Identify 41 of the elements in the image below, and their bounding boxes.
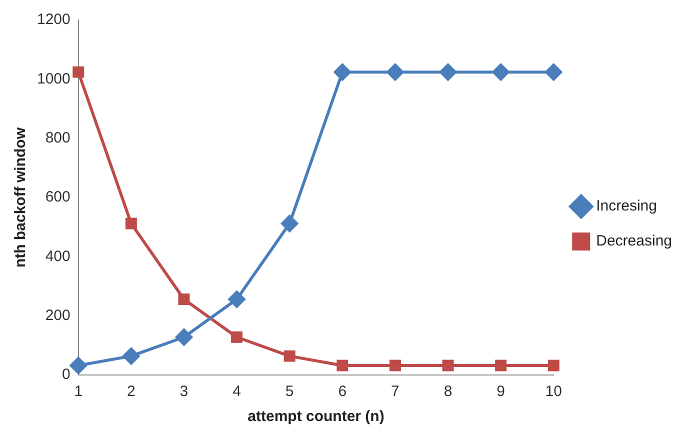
y-axis-title: nth backoff window	[12, 127, 30, 268]
x-tick-label: 4	[232, 383, 241, 400]
point	[495, 360, 507, 372]
point	[334, 64, 351, 81]
x-axis-title: attempt counter (n)	[248, 408, 384, 426]
point	[442, 360, 454, 372]
point	[228, 290, 246, 308]
point	[545, 64, 562, 81]
point	[72, 66, 84, 78]
y-tick-label: 1000	[36, 70, 70, 88]
point	[389, 360, 401, 372]
x-tick-label: 1	[74, 383, 83, 400]
x-tick-label: 6	[338, 383, 347, 400]
point	[125, 218, 137, 230]
point	[122, 348, 140, 365]
legend-label: Decreasing	[596, 232, 672, 250]
point	[336, 360, 348, 372]
y-tick-label: 200	[45, 306, 70, 324]
legend-label: Incresing	[596, 198, 658, 215]
point	[281, 215, 298, 232]
point	[548, 360, 560, 372]
point	[284, 350, 296, 362]
y-tick-label: 800	[45, 129, 70, 146]
y-tick-label: 1200	[36, 11, 70, 28]
x-tick-label: 7	[391, 383, 400, 400]
x-tick-label: 9	[496, 383, 505, 400]
point	[70, 357, 87, 374]
x-tick-label: 2	[127, 383, 136, 400]
x-tick-label: 5	[285, 383, 294, 400]
y-tick-label: 600	[45, 188, 70, 206]
y-tick-label: 0	[62, 366, 70, 384]
point	[175, 328, 192, 346]
point	[386, 64, 404, 81]
y-tick-label: 400	[45, 248, 70, 265]
point	[492, 64, 510, 81]
x-tick-label: 3	[180, 383, 188, 400]
point	[231, 331, 243, 343]
x-tick-label: 8	[444, 383, 452, 400]
point	[178, 294, 190, 306]
point	[440, 64, 457, 81]
x-tick-label: 10	[545, 383, 562, 400]
